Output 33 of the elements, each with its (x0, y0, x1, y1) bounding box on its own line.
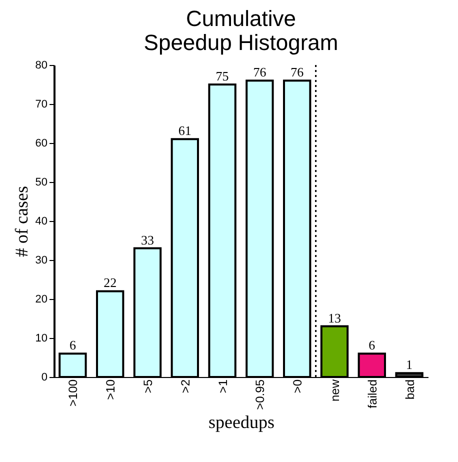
x-tick-label: failed (365, 380, 380, 408)
y-tick-label: 40 (35, 216, 48, 228)
x-tick-label: >0.95 (253, 379, 268, 410)
text: Speedup Histogram (144, 30, 338, 55)
data-label: 61 (178, 123, 192, 138)
data-label: 76 (290, 64, 304, 80)
y-tick-label: 50 (35, 176, 48, 188)
data-label: 1 (406, 357, 413, 372)
data-label: 6 (69, 338, 76, 353)
x-tick-label: >0 (290, 379, 305, 394)
x-tick-label: >1 (216, 379, 230, 394)
data-label: 33 (141, 232, 154, 248)
y-tick-label: 80 (35, 60, 48, 72)
data-label: 6 (368, 338, 376, 353)
y-tick-label: 10 (35, 332, 48, 344)
data-label: 22 (104, 275, 117, 290)
data-label: 13 (328, 310, 341, 326)
x-tick-label: bad (402, 380, 417, 400)
data-label: 76 (253, 64, 267, 80)
x-tick-label: >5 (141, 379, 155, 394)
x-tick-label: >2 (178, 379, 192, 394)
x-tick-label: new (328, 379, 342, 402)
y-tick-label: 60 (35, 138, 48, 150)
x-tick-label: >10 (104, 379, 118, 400)
y-axis-title: # of cases (11, 186, 32, 257)
data-label: 75 (216, 68, 229, 84)
x-tick-label: >100 (66, 379, 80, 407)
y-tick-label: 0 (41, 372, 48, 384)
text: Cumulative (186, 6, 296, 31)
y-tick-label: 30 (35, 254, 48, 266)
y-tick-label: 70 (35, 98, 48, 110)
x-axis-title: speedups (208, 412, 274, 432)
y-tick-label: 20 (35, 294, 48, 306)
